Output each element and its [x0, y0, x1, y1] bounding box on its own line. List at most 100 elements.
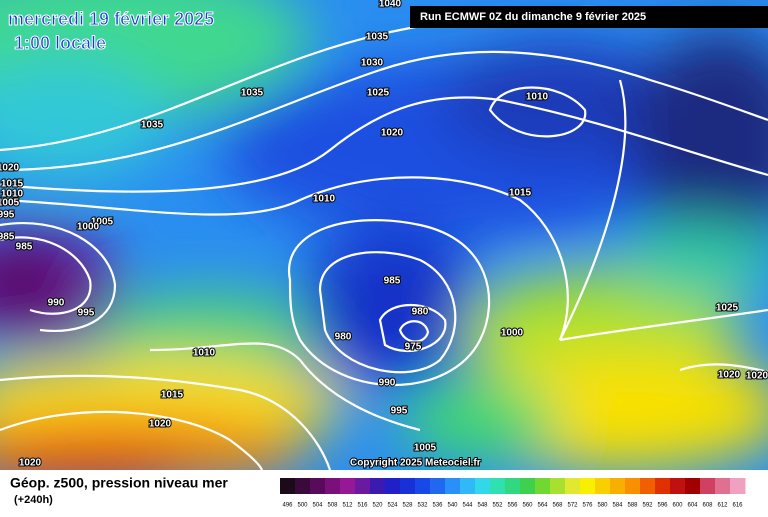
isobar-label: 1000 [501, 328, 524, 339]
colorbar-swatch [550, 478, 566, 494]
local-time: 1:00 locale [14, 33, 106, 53]
colorbar-swatch [655, 478, 671, 494]
isobar-label: 1010 [1, 189, 24, 200]
isobar-label: 990 [48, 298, 65, 309]
colorbar-swatch [460, 478, 476, 494]
isobar-label: 1005 [414, 443, 437, 454]
isobar-label: 1015 [161, 390, 184, 401]
isobar-label: 975 [405, 342, 422, 353]
colorbar-swatch [295, 478, 311, 494]
colorbar-label: 528 [402, 503, 413, 509]
copyright: Copyright 2025 Meteociel.fr [350, 458, 481, 469]
isobar-label: 1010 [313, 194, 336, 205]
lead-time: (+240h) [14, 494, 53, 506]
field-title: Géop. z500, pression niveau mer [10, 475, 228, 491]
colorbar-label: 612 [717, 503, 728, 509]
isobar-label: 985 [0, 232, 15, 243]
isobar-label: 980 [412, 307, 429, 318]
colorbar-swatch [475, 478, 491, 494]
isobar-label: 1040 [379, 0, 402, 10]
colorbar-swatch [280, 478, 296, 494]
colorbar-label: 556 [507, 503, 518, 509]
colorbar-label: 600 [672, 503, 683, 509]
colorbar-label: 500 [297, 503, 308, 509]
colorbar-label: 604 [687, 503, 698, 509]
isobar-label: 1035 [141, 120, 164, 131]
colorbar-swatch [595, 478, 611, 494]
colorbar-label: 544 [462, 503, 473, 509]
colorbar-label: 524 [387, 503, 398, 509]
colorbar-swatch [670, 478, 686, 494]
colorbar-swatch [310, 478, 326, 494]
colorbar: 496 500 504 508 512 516 520 524 528 532 536 540 544 5… [280, 478, 746, 509]
isobar-label: 1020 [19, 458, 42, 469]
colorbar-swatch [505, 478, 521, 494]
colorbar-swatch [415, 478, 431, 494]
colorbar-label: 596 [657, 503, 668, 509]
colorbar-swatch [685, 478, 701, 494]
isobar-label: 1020 [718, 370, 741, 381]
colorbar-label: 576 [582, 503, 593, 509]
forecast-date: mercredi 19 février 2025 [8, 9, 214, 29]
colorbar-label: 520 [372, 503, 383, 509]
colorbar-label: 580 [597, 503, 608, 509]
colorbar-label: 504 [312, 503, 323, 509]
isobar-label: 1005 [91, 217, 114, 228]
colorbar-swatch [580, 478, 596, 494]
colorbar-swatch [535, 478, 551, 494]
colorbar-label: 560 [522, 503, 533, 509]
colorbar-swatch [565, 478, 581, 494]
colorbar-label: 540 [447, 503, 458, 509]
colorbar-swatch [610, 478, 626, 494]
isobar-label: 1005 [0, 198, 20, 209]
colorbar-label: 496 [282, 503, 293, 509]
colorbar-label: 584 [612, 503, 623, 509]
colorbar-swatch [355, 478, 371, 494]
isobar-label: 1010 [526, 92, 549, 103]
colorbar-label: 616 [732, 503, 743, 509]
isobar-labels: 1040103510301025102010351035102010151010… [0, 0, 768, 470]
run-info: Run ECMWF 0Z du dimanche 9 février 2025 [420, 11, 646, 23]
colorbar-label: 608 [702, 503, 713, 509]
isobar-label: 985 [384, 276, 401, 287]
isobar-label: 1015 [509, 188, 532, 199]
isobar-label: 990 [379, 378, 396, 389]
colorbar-label: 516 [357, 503, 368, 509]
isobar-label: 1035 [241, 88, 264, 99]
isobar-label: 1035 [366, 32, 389, 43]
isobar-label: 1020 [746, 371, 768, 382]
colorbar-swatch [730, 478, 746, 494]
isobar-label: 1020 [149, 419, 172, 430]
isobar-label: 995 [78, 308, 95, 319]
isobar-label: 995 [391, 406, 408, 417]
isobar-label: 1020 [381, 128, 404, 139]
isobar-label: 1010 [193, 348, 216, 359]
colorbar-label: 568 [552, 503, 563, 509]
colorbar-swatch [370, 478, 386, 494]
colorbar-swatch [490, 478, 506, 494]
isobar-label: 1025 [716, 303, 739, 314]
colorbar-label: 532 [417, 503, 428, 509]
isobar-label: 1025 [367, 88, 390, 99]
isobar-label: 985 [16, 242, 33, 253]
colorbar-label: 588 [627, 503, 638, 509]
colorbar-swatch [445, 478, 461, 494]
colorbar-label: 512 [342, 503, 353, 509]
isobar-label: 1015 [1, 179, 24, 190]
colorbar-swatch [640, 478, 656, 494]
colorbar-swatch [625, 478, 641, 494]
colorbar-label: 548 [477, 503, 488, 509]
run-box [410, 6, 768, 28]
isobar-label: 1030 [361, 58, 384, 69]
isobar-label: 1020 [0, 163, 20, 174]
map: 1040103510301025102010351035102010151010… [0, 0, 768, 470]
colorbar-label: 592 [642, 503, 653, 509]
isobar-label: 1000 [77, 222, 100, 233]
colorbar-swatch [715, 478, 731, 494]
isobar-label: 995 [0, 210, 15, 221]
colorbar-label: 572 [567, 503, 578, 509]
colorbar-label: 552 [492, 503, 503, 509]
colorbar-swatch [430, 478, 446, 494]
